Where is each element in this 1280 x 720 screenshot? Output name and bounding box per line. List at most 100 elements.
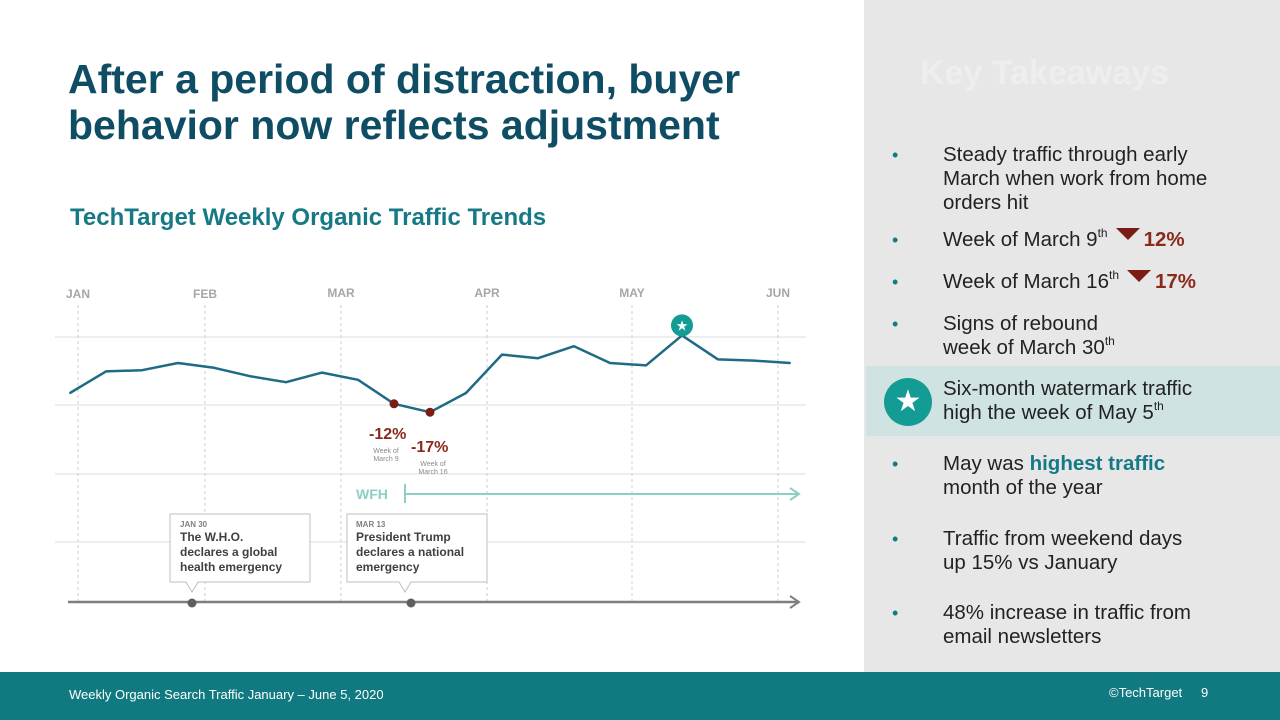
takeaway-6-highlight: highest traffic: [1029, 452, 1166, 475]
drop-marker-march-9: [389, 399, 399, 409]
series-point: [141, 369, 143, 372]
down-triangle-icon: [1115, 228, 1140, 240]
bullet-icon: •: [892, 314, 899, 334]
x-tick-label: FEB: [193, 287, 217, 301]
timeline-event-dot: [406, 598, 416, 608]
series-point: [285, 381, 287, 384]
panel-heading: Key Takeaways: [920, 54, 1169, 92]
bullet-icon: •: [892, 145, 899, 165]
takeaway-6-line-2: month of the year: [943, 476, 1103, 499]
drop-marker-march-16: [425, 407, 435, 417]
x-tick-label: MAY: [619, 286, 645, 300]
traffic-chart: JAN FEB MAR APR MAY JUN ★ -12% Week of Ma…: [55, 286, 806, 609]
callout-who: JAN 30 The W.H.O. declares a global heal…: [169, 513, 311, 593]
x-tick-label: JUN: [766, 286, 790, 300]
takeaway-2-sup: th: [1097, 226, 1108, 241]
takeaway-7-line-1: Traffic from weekend days: [943, 527, 1183, 550]
series-point: [501, 353, 503, 356]
series-point: [537, 357, 539, 360]
takeaways-panel: Key Takeaways • Steady traffic through e…: [864, 0, 1280, 672]
takeaway-5-text: Six-month watermark traffic high the wee…: [943, 377, 1192, 425]
takeaway-1-line-1: Steady traffic through early: [943, 143, 1188, 166]
takeaway-3-text: Week of March 16th 17%: [943, 269, 1280, 294]
bullet-icon: •: [892, 603, 899, 623]
takeaway-7-text: Traffic from weekend days up 15% vs Janu…: [943, 527, 1280, 575]
series-point: [177, 362, 179, 364]
series-point: [357, 378, 359, 381]
page-number: 9: [1201, 685, 1209, 700]
takeaway-1-line-3: orders hit: [943, 191, 1029, 214]
callout-trump-text: President Trump declares a national emer…: [356, 530, 467, 574]
takeaway-4-sup: th: [1104, 334, 1115, 349]
bullet-icon: •: [892, 230, 899, 250]
takeaway-2-label: Week of March 9: [943, 228, 1098, 251]
x-tick-label: APR: [474, 286, 500, 300]
takeaway-4-line-1: Signs of rebound: [943, 312, 1099, 335]
series-point: [789, 362, 791, 364]
series-point: [69, 392, 71, 394]
drop-note-march-9: Week of March 9: [373, 448, 399, 463]
takeaway-5-line-2: high the week of May 5: [943, 401, 1154, 424]
timeline: [68, 595, 801, 609]
takeaway-2-pct: 12%: [1143, 228, 1185, 251]
footer-bar: Weekly Organic Search Traffic January – …: [0, 672, 1280, 720]
drop-label-march-9: -12%: [369, 426, 406, 443]
month-gridlines: [77, 305, 779, 605]
callout-trump: MAR 13 President Trump declares a nation…: [346, 513, 488, 593]
wfh-period: WFH: [356, 484, 801, 503]
title-line-2: behavior now reflects adjustment: [68, 102, 720, 148]
peak-marker-circle: [671, 314, 693, 337]
chart-subtitle: TechTarget Weekly Organic Traffic Trends: [70, 204, 547, 231]
traffic-series-line: [69, 334, 791, 414]
takeaway-8-line-1: 48% increase in traffic from: [943, 601, 1192, 624]
series-point: [105, 370, 107, 373]
callout-who-date: JAN 30: [180, 520, 208, 529]
takeaway-5-line-1: Six-month watermark traffic: [943, 377, 1193, 400]
series-point: [573, 345, 575, 348]
takeaway-3-label: Week of March 16: [943, 270, 1109, 293]
peak-marker: ★: [671, 314, 693, 337]
drop-label-march-16: -17%: [411, 439, 448, 456]
x-tick-label: JAN: [66, 287, 90, 301]
series-point: [213, 366, 215, 369]
takeaway-2-text: Week of March 9th 12%: [943, 226, 1280, 252]
slide-title: After a period of distraction, buyer beh…: [68, 56, 828, 148]
series-point: [717, 358, 719, 361]
footer-caption: Weekly Organic Search Traffic January – …: [69, 687, 384, 702]
callout-trump-box: [346, 513, 488, 593]
star-icon: ★: [884, 378, 932, 426]
callout-who-box: [169, 513, 311, 593]
bullet-icon: •: [892, 272, 899, 292]
takeaway-8-line-2: email newsletters: [943, 625, 1102, 648]
series-point: [753, 359, 755, 362]
takeaway-3-pct: 17%: [1155, 270, 1197, 293]
takeaway-6-text: May was highest traffic month of the yea…: [943, 452, 1280, 500]
wfh-label: WFH: [356, 486, 388, 502]
timeline-event-dot: [187, 598, 197, 608]
series-point: [645, 364, 647, 367]
series-point: [609, 362, 611, 364]
series-point: [249, 375, 251, 378]
bullet-icon: •: [892, 529, 899, 549]
down-triangle-icon: [1127, 270, 1151, 282]
bullet-icon: •: [892, 454, 899, 474]
callout-trump-date: MAR 13: [356, 520, 386, 529]
title-line-1: After a period of distraction, buyer: [68, 56, 741, 102]
takeaway-1-line-2: March when work from home: [943, 167, 1208, 190]
callout-who-text: The W.H.O. declares a global health emer…: [180, 530, 282, 574]
month-labels: JAN FEB MAR APR MAY JUN: [66, 286, 790, 301]
series-point: [321, 371, 323, 374]
x-tick-label: MAR: [327, 286, 355, 300]
star-icon: ★: [676, 318, 689, 334]
takeaway-4-line-2: week of March 30: [943, 336, 1105, 359]
series-point: [465, 392, 467, 394]
takeaway-5-sup: th: [1153, 399, 1164, 414]
takeaway-7-line-2: up 15% vs January: [943, 551, 1118, 574]
traffic-series-points: [69, 334, 791, 414]
takeaway-5-highlight-band: [866, 366, 1280, 436]
takeaway-6-prefix: May was: [943, 452, 1030, 475]
drop-note-march-16: Week of March 16: [418, 461, 447, 476]
footer-copyright: ©TechTarget: [1109, 685, 1183, 700]
takeaway-4-text: Signs of rebound week of March 30th: [943, 312, 1280, 360]
